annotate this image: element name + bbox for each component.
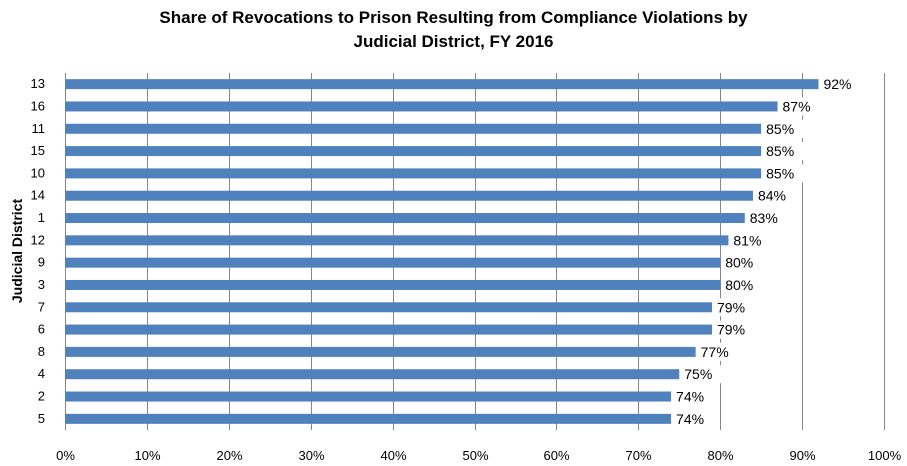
y-tick-label: 7 [38, 299, 45, 314]
y-tick-label: 10 [31, 165, 45, 180]
data-label: 74% [676, 411, 704, 427]
y-tick-label: 4 [38, 366, 45, 381]
bar-district-1 [65, 213, 745, 224]
data-label: 84% [758, 188, 786, 204]
x-tick-label: 30% [298, 448, 324, 463]
bar-district-9 [65, 257, 721, 268]
x-tick-label: 60% [543, 448, 569, 463]
x-tick-label: 70% [625, 448, 651, 463]
y-tick-label: 1 [38, 210, 45, 225]
data-label-background [731, 231, 772, 250]
data-label: 83% [750, 210, 778, 226]
bar-district-8 [65, 346, 696, 357]
y-tick-label: 2 [38, 389, 45, 404]
y-tick-label: 5 [38, 411, 45, 426]
bar-district-12 [65, 235, 729, 246]
chart-title: Share of Revocations to Prison Resulting… [0, 6, 907, 54]
y-tick-label: 6 [38, 322, 45, 337]
data-label-background [747, 209, 788, 228]
data-label-background [821, 75, 862, 94]
y-tick-label: 15 [31, 143, 45, 158]
y-axis-title: Judicial District [9, 199, 25, 304]
data-label: 77% [701, 344, 729, 360]
data-label-background [682, 365, 723, 384]
data-label-background [723, 253, 764, 272]
data-label-background [674, 387, 715, 406]
data-label-background [764, 119, 805, 138]
bar-district-5 [65, 413, 672, 424]
data-label-background [715, 298, 756, 317]
x-axis-tick-labels: 0% 10% 20% 30% 40% 50% 60% 70% 80% 90% 100% [56, 448, 901, 463]
data-label: 80% [725, 277, 753, 293]
data-label: 87% [783, 98, 811, 114]
y-tick-label: 11 [32, 121, 46, 136]
y-tick-label: 16 [31, 98, 45, 113]
y-tick-label: 12 [31, 232, 45, 247]
data-label: 75% [684, 366, 712, 382]
chart-title-line-1: Share of Revocations to Prison Resulting… [159, 8, 748, 27]
bar-district-16 [65, 101, 778, 112]
data-label-background [764, 142, 805, 161]
data-labels: 92% 87% 85% 85% 85% 84% 83% 81% 80% 80% 79% 79% 77% 7… [674, 75, 862, 428]
data-label: 74% [676, 389, 704, 405]
data-label-background [780, 97, 821, 116]
bar-district-6 [65, 324, 713, 335]
data-label: 81% [733, 232, 761, 248]
chart-title-line-2: Judicial District, FY 2016 [353, 32, 554, 51]
data-label: 85% [766, 165, 794, 181]
bar-district-14 [65, 190, 753, 201]
x-tick-label: 0% [56, 448, 75, 463]
data-label-background [715, 320, 756, 339]
data-label: 79% [717, 299, 745, 315]
x-tick-label: 40% [380, 448, 406, 463]
x-tick-label: 10% [134, 448, 160, 463]
x-tick-label: 80% [707, 448, 733, 463]
bar-district-13 [65, 79, 819, 90]
y-axis-tick-labels: 13 16 11 15 10 14 1 12 9 3 7 6 8 4 2 5 [31, 76, 45, 426]
data-label: 92% [823, 76, 851, 92]
data-label-background [674, 409, 715, 428]
bars [65, 79, 819, 424]
data-label: 85% [766, 121, 794, 137]
data-label-background [764, 164, 805, 183]
y-tick-label: 14 [31, 188, 45, 203]
bar-district-7 [65, 302, 713, 313]
x-tick-label: 20% [216, 448, 242, 463]
data-label: 80% [725, 255, 753, 271]
y-tick-label: 3 [38, 277, 45, 292]
x-tick-label: 100% [868, 448, 902, 463]
bar-district-3 [65, 279, 721, 290]
bar-district-10 [65, 168, 762, 179]
bar-district-11 [65, 123, 762, 134]
bar-district-15 [65, 146, 762, 157]
x-tick-label: 50% [462, 448, 488, 463]
y-tick-label: 9 [38, 255, 45, 270]
bar-district-2 [65, 391, 672, 402]
data-label-background [698, 342, 739, 361]
y-tick-label: 13 [31, 76, 45, 91]
y-tick-label: 8 [38, 344, 45, 359]
data-label: 85% [766, 143, 794, 159]
data-label-background [755, 186, 796, 205]
x-tick-label: 90% [789, 448, 815, 463]
data-label-background [723, 275, 764, 294]
data-label: 79% [717, 322, 745, 338]
bar-district-4 [65, 369, 680, 380]
